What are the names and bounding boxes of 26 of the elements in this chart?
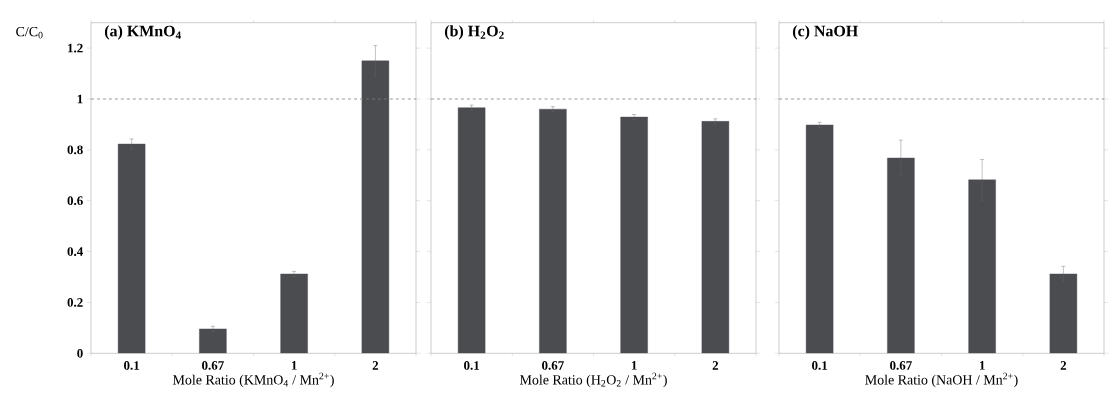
x-axis-title: Mole Ratio (H$_{2}$O$_{2}$ / Mn$^{2+}$) [519, 372, 667, 388]
x-tick-label: 1 [631, 361, 637, 370]
chart-title: (a) KMnO$_{4}$ [104, 25, 181, 40]
x-tick-label: 1 [979, 361, 985, 370]
y-axis-title: C/C$_{0}$ [16, 26, 43, 39]
y-tick-label: 0 [77, 348, 83, 358]
x-tick-label: 0.1 [812, 361, 828, 370]
chart-title: (c) NaOH [792, 25, 858, 40]
y-tick-label: 1 [77, 94, 83, 104]
y-tick-label: 0.2 [67, 298, 83, 307]
chart-title: (b) H$_{2}$O$_{2}$ [444, 25, 504, 40]
x-axis-title: Mole Ratio (KMnO$_{4}$ / Mn$^{2+}$) [172, 372, 334, 388]
x-tick-label: 0.67 [890, 361, 912, 370]
x-tick-label: 0.67 [202, 361, 224, 370]
x-tick-label: 2 [372, 361, 379, 370]
y-tick-label: 0.8 [67, 145, 83, 155]
y-tick-label: 0.6 [67, 196, 83, 206]
x-axis-title: Mole Ratio (NaOH / Mn$^{2+}$) [865, 372, 1018, 388]
x-tick-label: 0.67 [542, 361, 564, 370]
x-tick-label: 2 [712, 361, 719, 370]
y-tick-label: 1.2 [68, 43, 83, 53]
x-tick-label: 1 [291, 361, 297, 370]
x-tick-label: 0.1 [124, 361, 140, 370]
y-tick-label: 0.4 [67, 247, 83, 256]
x-tick-label: 0.1 [464, 361, 480, 370]
x-tick-label: 2 [1060, 361, 1067, 370]
